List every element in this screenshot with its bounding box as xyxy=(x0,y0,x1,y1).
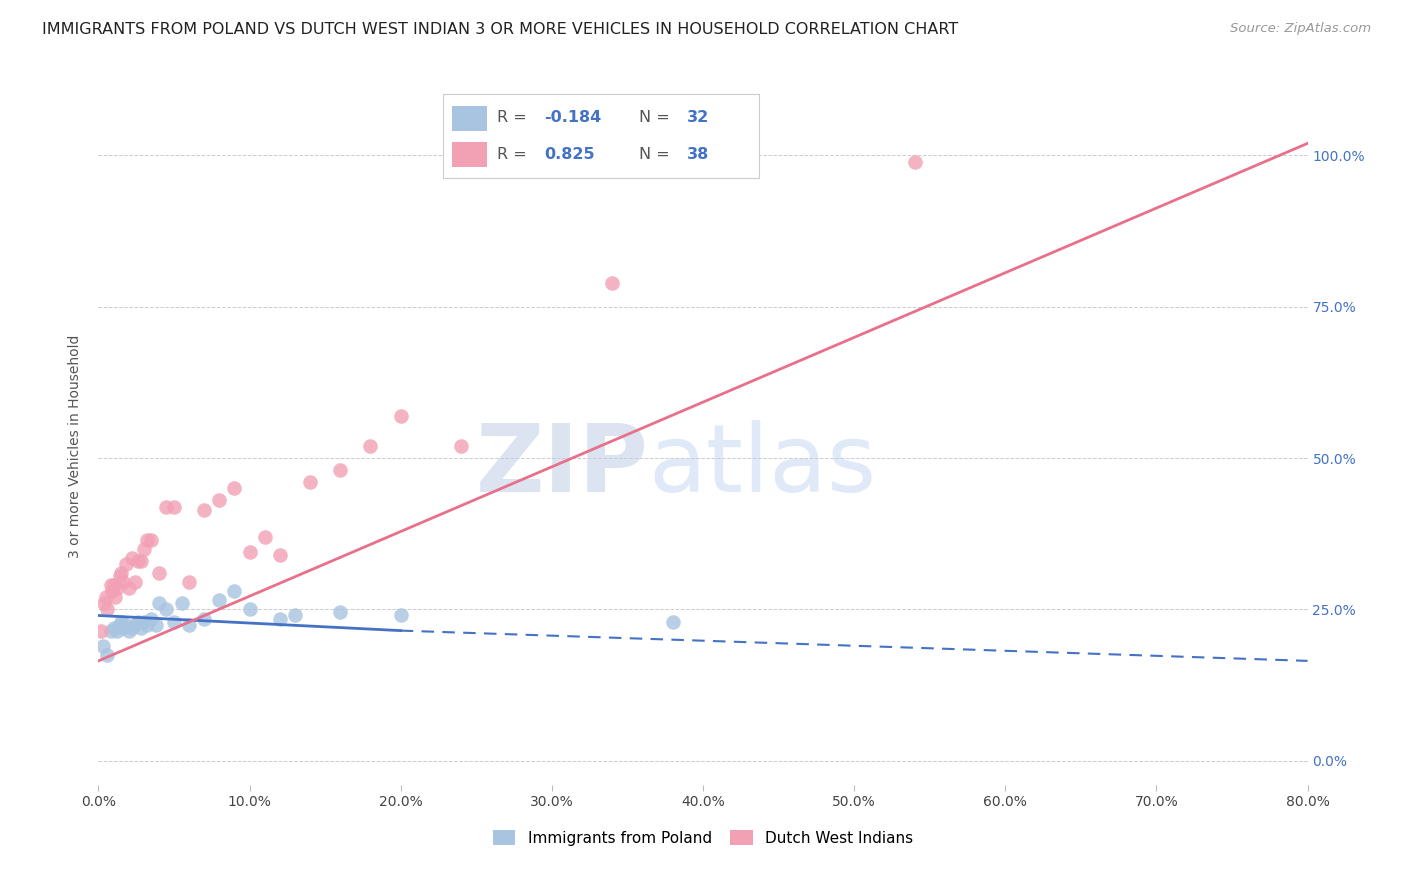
Point xyxy=(129,554,152,568)
Point xyxy=(208,493,231,508)
Point xyxy=(224,584,246,599)
FancyBboxPatch shape xyxy=(453,142,486,168)
Point xyxy=(148,596,170,610)
Point xyxy=(111,621,134,635)
Point xyxy=(129,621,152,635)
Text: Source: ZipAtlas.com: Source: ZipAtlas.com xyxy=(1230,22,1371,36)
Point xyxy=(148,566,170,581)
FancyBboxPatch shape xyxy=(453,105,486,131)
Point xyxy=(661,615,683,629)
Point xyxy=(193,611,215,625)
Point xyxy=(100,624,122,638)
Point xyxy=(389,409,412,423)
Point xyxy=(224,482,246,496)
Text: -0.184: -0.184 xyxy=(544,110,602,125)
Point xyxy=(329,463,352,477)
Point xyxy=(100,578,122,592)
Point xyxy=(103,578,125,592)
Point xyxy=(132,615,155,629)
Point xyxy=(193,502,215,516)
Point xyxy=(145,617,167,632)
Point xyxy=(329,606,352,620)
Point xyxy=(135,533,157,547)
Point xyxy=(118,624,141,638)
Point xyxy=(239,545,262,559)
Y-axis label: 3 or more Vehicles in Household: 3 or more Vehicles in Household xyxy=(69,334,83,558)
Point xyxy=(108,569,131,583)
Point xyxy=(108,617,131,632)
Point xyxy=(105,581,128,595)
Point xyxy=(114,617,136,632)
Point xyxy=(253,530,276,544)
Point xyxy=(284,608,307,623)
Point xyxy=(179,575,201,590)
Text: N =: N = xyxy=(640,110,675,125)
Point xyxy=(114,557,136,571)
Point xyxy=(118,581,141,595)
Point xyxy=(103,621,125,635)
Point xyxy=(135,617,157,632)
Point xyxy=(208,593,231,607)
Legend: Immigrants from Poland, Dutch West Indians: Immigrants from Poland, Dutch West India… xyxy=(486,824,920,852)
Text: 38: 38 xyxy=(686,147,709,162)
Point xyxy=(163,615,186,629)
Point xyxy=(127,615,149,629)
Point xyxy=(96,648,118,662)
Point xyxy=(360,439,382,453)
Point xyxy=(110,615,132,629)
Point xyxy=(121,551,143,566)
Point xyxy=(170,596,193,610)
Point xyxy=(111,575,134,590)
Point xyxy=(269,611,291,625)
Point xyxy=(299,475,322,490)
Point xyxy=(155,500,177,514)
Point xyxy=(141,611,163,625)
Point xyxy=(904,154,927,169)
Point xyxy=(93,596,115,610)
Point xyxy=(90,624,112,638)
Text: 0.825: 0.825 xyxy=(544,147,595,162)
Point xyxy=(124,617,146,632)
Text: ZIP: ZIP xyxy=(475,420,648,512)
Point xyxy=(124,575,146,590)
Text: atlas: atlas xyxy=(648,420,877,512)
Point xyxy=(239,602,262,616)
Point xyxy=(91,639,114,653)
Text: R =: R = xyxy=(496,147,531,162)
Point xyxy=(110,566,132,581)
Point xyxy=(163,500,186,514)
Point xyxy=(389,608,412,623)
Text: 32: 32 xyxy=(686,110,709,125)
Point xyxy=(269,548,291,562)
Text: N =: N = xyxy=(640,147,675,162)
Point xyxy=(602,276,624,290)
Point xyxy=(155,602,177,616)
Point xyxy=(101,584,124,599)
Point xyxy=(132,541,155,556)
Point xyxy=(94,591,117,605)
Point xyxy=(104,591,127,605)
Point xyxy=(105,624,128,638)
Point xyxy=(121,621,143,635)
Point xyxy=(450,439,472,453)
Point xyxy=(141,533,163,547)
Point xyxy=(127,554,149,568)
Text: IMMIGRANTS FROM POLAND VS DUTCH WEST INDIAN 3 OR MORE VEHICLES IN HOUSEHOLD CORR: IMMIGRANTS FROM POLAND VS DUTCH WEST IND… xyxy=(42,22,959,37)
Text: R =: R = xyxy=(496,110,531,125)
Point xyxy=(96,602,118,616)
Point xyxy=(179,617,201,632)
